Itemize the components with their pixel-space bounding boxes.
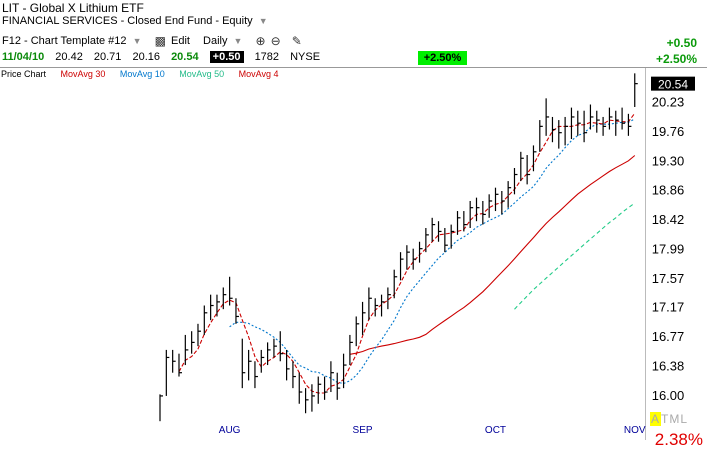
movavg-50-line (514, 202, 636, 310)
quote-change: +0.50 (209, 51, 244, 63)
period-label: Daily (203, 35, 228, 47)
y-tick-label: 18.42 (652, 212, 685, 227)
legend-movavg-10: MovAvg 10 (119, 69, 165, 79)
zoom-out-icon[interactable]: ⊖ (270, 34, 281, 48)
movavg-30-line (349, 155, 636, 355)
legend-movavg-50: MovAvg 50 (179, 69, 225, 79)
quote-exchange: NYSE (290, 51, 321, 63)
quote-date: 11/04/10 (2, 51, 45, 63)
category-line: FINANCIAL SERVICES - Closed End Fund - E… (2, 15, 268, 27)
quote-last: 20.54 (171, 51, 199, 63)
y-tick-label: 19.76 (652, 124, 685, 139)
y-tick-label: 18.86 (652, 182, 685, 197)
period-selector[interactable]: Daily ▼ (203, 35, 242, 47)
atml-indicator: ATML (650, 412, 688, 426)
y-tick-label: 16.77 (652, 329, 685, 344)
edit-button[interactable]: ▩ Edit (155, 34, 190, 48)
y-tick-label: 17.17 (652, 300, 685, 315)
right-change: +0.50 (666, 36, 697, 50)
quote-high: 20.71 (93, 51, 122, 63)
quote-volume: 1782 (254, 51, 280, 63)
category-dropdown-icon[interactable]: ▼ (258, 16, 268, 26)
bar-chart-icon: ▩ (154, 34, 166, 48)
x-tick-label: AUG (219, 425, 241, 436)
chart-header: LIT - Global X Lithium ETF FINANCIAL SER… (0, 0, 707, 68)
corner-percent: 2.38% (654, 430, 703, 449)
y-tick-label: 16.00 (652, 388, 685, 403)
x-tick-label: OCT (485, 425, 506, 436)
period-dropdown-icon: ▼ (233, 36, 243, 46)
category-text: FINANCIAL SERVICES - Closed End Fund - E… (2, 15, 253, 27)
y-tick-label: 16.38 (652, 359, 685, 374)
template-dropdown-icon: ▼ (132, 36, 142, 46)
legend-price-chart: Price Chart (1, 69, 47, 79)
last-value-box (651, 76, 695, 91)
zoom-in-icon[interactable]: ⊕ (255, 34, 266, 48)
right-percent-change: +2.50% (655, 52, 697, 66)
edit-label: Edit (170, 34, 190, 47)
atml-rest: TML (661, 412, 689, 426)
x-tick-label: SEP (353, 425, 373, 436)
template-label: F12 - Chart Template #12 (2, 35, 127, 47)
symbol-title: LIT - Global X Lithium ETF (2, 1, 144, 15)
quote-line: 11/04/10 20.42 20.71 20.16 20.54 +0.50 1… (2, 51, 328, 63)
pencil-icon[interactable]: ✎ (291, 34, 302, 48)
percent-change-badge: +2.50% (418, 51, 467, 65)
chart-legend: Price Chart MovAvg 30 MovAvg 10 MovAvg 5… (1, 69, 291, 79)
toolbar: F12 - Chart Template #12 ▼ ▩ Edit Daily … (2, 34, 304, 48)
y-tick-label: 20.23 (652, 95, 685, 110)
last-value-label: 20.54 (658, 78, 688, 92)
quote-open: 20.42 (55, 51, 83, 63)
y-tick-label: 17.99 (652, 241, 685, 256)
y-tick-label: 17.57 (652, 271, 685, 286)
atml-highlight: A (650, 412, 662, 426)
legend-movavg-30: MovAvg 30 (60, 69, 106, 79)
legend-movavg-4: MovAvg 4 (238, 69, 279, 79)
movavg-10-line (229, 118, 636, 385)
y-tick-label: 19.30 (652, 153, 685, 168)
x-tick-label: NOV (624, 425, 646, 436)
quote-low: 20.16 (132, 51, 160, 63)
template-selector[interactable]: F12 - Chart Template #12 ▼ (2, 35, 142, 47)
